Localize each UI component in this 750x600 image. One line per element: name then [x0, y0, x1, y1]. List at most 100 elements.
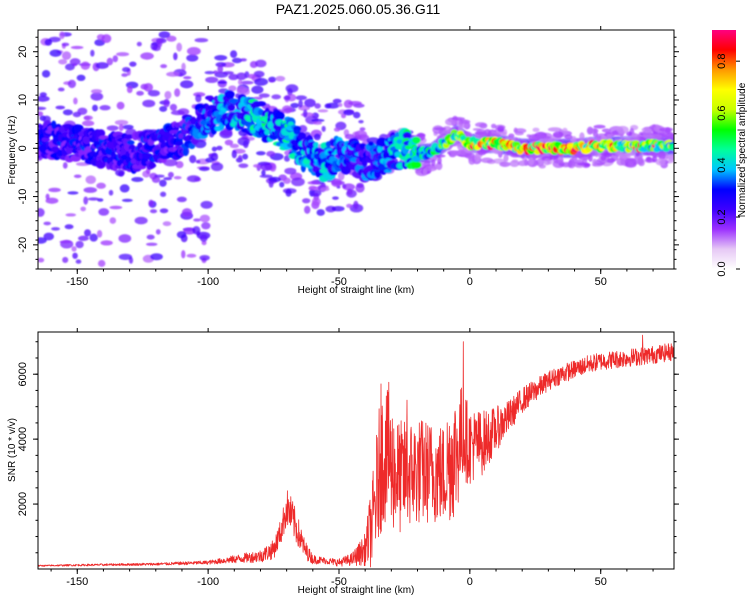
spectrogram-cell: [659, 127, 674, 132]
spectrogram-cell: [433, 127, 447, 131]
spectrogram-cell: [205, 157, 215, 163]
spectrogram-cell: [92, 104, 98, 112]
chart-title: PAZ1.2025.060.05.36.G11: [276, 1, 441, 17]
spectrogram-image: [38, 31, 674, 267]
spectrogram-cell: [148, 199, 154, 207]
spectrogram-cell: [123, 134, 135, 139]
colorbar-ticks: 0.0 0.2 0.4 0.6 0.8: [716, 54, 740, 277]
spectrogram-cell: [164, 90, 172, 100]
colorbar-tick-label: 0.0: [716, 261, 728, 276]
spectrogram-cell: [193, 218, 201, 222]
spectrogram-cell: [181, 62, 186, 72]
spectrogram-cell: [312, 121, 323, 125]
spectrogram-cell: [298, 124, 308, 133]
snr-y-ticks: 2000 4000 6000: [17, 341, 679, 554]
spectrogram-cell: [73, 124, 84, 133]
spectrogram-cell: [199, 254, 210, 261]
spectrogram-cell: [652, 156, 658, 163]
spectrogram-cell: [65, 213, 77, 217]
spectrogram-cell: [118, 124, 124, 132]
spectrogram-cell: [140, 83, 149, 90]
spectrogram-cell: [303, 109, 308, 118]
spectrogram-cell: [121, 73, 128, 77]
spectrogram-cell: [668, 154, 674, 162]
colorbar-label: Normalized spectral amplitude: [737, 82, 748, 217]
spectrogram-cell: [90, 89, 103, 94]
spectrogram-cell: [97, 259, 106, 267]
spectrogram-cell: [101, 34, 112, 43]
spectrogram-cell: [324, 103, 332, 109]
spectrogram-cell: [480, 157, 494, 163]
spectrogram-cell: [180, 80, 194, 89]
spectrogram-cell: [411, 161, 422, 169]
spectrogram-cell: [227, 104, 236, 111]
spectrogram-frame: [37, 29, 675, 270]
spectrogram-cell: [69, 58, 81, 66]
spectrogram-y-ticks: -20 -10 0 10 20: [17, 36, 679, 270]
spectrogram-cell: [84, 229, 92, 237]
spectrogram-cell: [106, 57, 114, 66]
spectrogram-cell: [75, 240, 84, 249]
spectrogram-cell: [160, 64, 168, 69]
spectrogram-cell: [290, 102, 300, 109]
spectrogram-cell: [38, 111, 44, 117]
spectrogram-cell: [424, 165, 437, 172]
spectrogram-cell: [59, 31, 65, 40]
spectrogram-cell: [255, 59, 267, 68]
spectrogram-cell: [588, 154, 593, 162]
spectrogram-cell: [43, 221, 51, 226]
spectrogram-cell: [76, 74, 86, 82]
x-tick-label: 0: [467, 576, 473, 588]
y-tick-label: -10: [17, 189, 29, 205]
spectrogram-cell: [532, 127, 540, 133]
spectrogram-cell: [240, 58, 247, 62]
spectrogram-cell: [283, 95, 291, 101]
spectrogram-cell: [311, 118, 325, 123]
spectrogram-cell: [549, 153, 559, 160]
snr-series-line: [38, 334, 674, 568]
spectrogram-cell: [186, 175, 201, 183]
spectrogram-cell: [83, 115, 93, 121]
spectrogram-cell: [118, 253, 133, 260]
spectrogram-cell: [332, 98, 342, 104]
spectrogram-cell: [96, 129, 106, 138]
spectrogram-cell: [340, 113, 347, 119]
spectrogram-cell: [159, 208, 169, 214]
spectrogram-cell: [356, 182, 364, 188]
spectrogram-cell: [321, 125, 326, 132]
spectrogram-cell: [338, 102, 343, 107]
spectrogram-cell: [96, 182, 106, 189]
spectrogram-cell: [38, 95, 50, 102]
x-tick-label: -150: [66, 576, 88, 588]
spectrogram-cell: [571, 156, 578, 161]
spectrogram-cell: [237, 88, 242, 92]
spectrogram-cell: [116, 101, 125, 110]
spectrogram-cell: [254, 77, 269, 86]
spectrogram-cell: [451, 117, 465, 121]
spectrogram-cell: [49, 49, 62, 57]
spectrogram-cell: [62, 256, 69, 264]
spectrogram-cell: [587, 128, 599, 134]
spectrogram-cell: [150, 42, 158, 51]
spectrogram-cell: [552, 131, 564, 139]
spectrogram-cell: [313, 142, 319, 148]
spectrogram-cell: [175, 160, 184, 169]
y-tick-label: 4000: [17, 427, 29, 451]
spectrogram-cell: [116, 52, 130, 57]
spectrogram-cell: [216, 145, 223, 151]
spectrogram-cell: [121, 198, 133, 202]
x-tick-label: 50: [595, 276, 607, 288]
spectrogram-cell: [173, 52, 178, 61]
spectrogram-cell: [122, 66, 131, 73]
spectrogram-cell: [186, 54, 199, 62]
spectrogram-cell: [228, 73, 239, 81]
spectrogram-cell: [211, 146, 218, 152]
spectrogram-cell: [45, 193, 50, 200]
spectrogram-cell: [460, 119, 471, 124]
spectrogram-cell: [353, 200, 359, 210]
spectrogram-cell: [62, 162, 68, 169]
spectrogram-cell: [159, 105, 168, 112]
spectrogram-cell: [346, 188, 353, 196]
spectrogram-cell: [59, 240, 72, 244]
spectrogram-cell: [38, 257, 45, 263]
